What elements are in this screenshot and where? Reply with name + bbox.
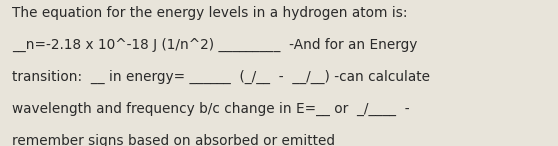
Text: transition:  __ in energy= ______  (_/__  -  __/__) -can calculate: transition: __ in energy= ______ (_/__ -… <box>12 70 430 84</box>
Text: wavelength and frequency b/c change in E=__ or  _/____  -: wavelength and frequency b/c change in E… <box>12 102 410 116</box>
Text: The equation for the energy levels in a hydrogen atom is:: The equation for the energy levels in a … <box>12 6 408 20</box>
Text: remember signs based on absorbed or emitted: remember signs based on absorbed or emit… <box>12 134 335 146</box>
Text: __n=-2.18 x 10^-18 J (1/n^2) _________  -And for an Energy: __n=-2.18 x 10^-18 J (1/n^2) _________ -… <box>12 38 417 52</box>
